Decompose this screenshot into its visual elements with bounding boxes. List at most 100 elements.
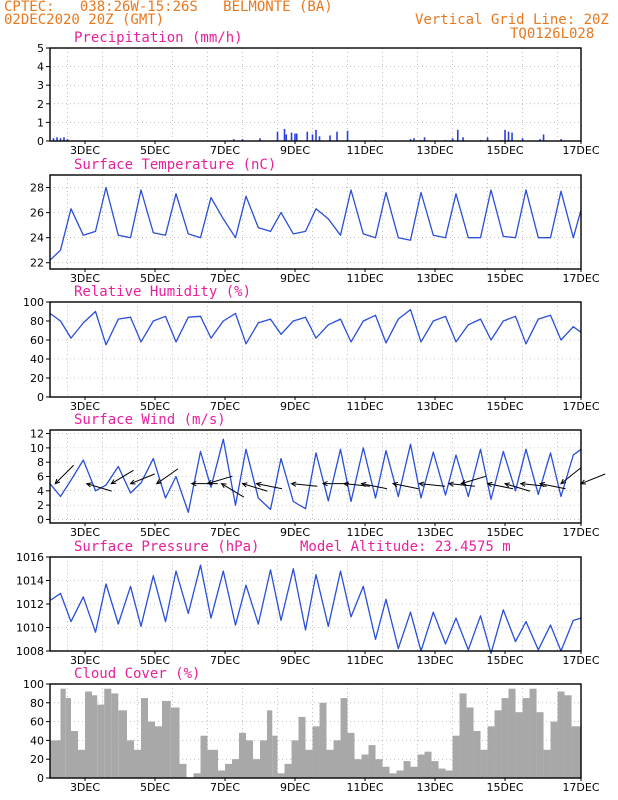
wind-arrow-head-16 [447,481,454,487]
cloud-column-31 [272,735,278,778]
panel-title: Surface Pressure (hPa) [74,539,259,555]
cloud-column-22 [207,749,219,778]
wind-arrow-7 [221,483,245,498]
data-point-11 [175,570,177,572]
panel-title: Surface Wind (m/s) [74,412,226,428]
cloud-column-40 [333,740,341,778]
data-point-35 [455,341,457,343]
data-point-1 [60,496,62,498]
data-point-32 [420,192,422,194]
data-point-29 [385,450,387,452]
header-datetime: 02DEC2020 20Z (GMT) [4,12,165,28]
x-tick-label-3: 9DEC [280,526,310,539]
data-point-30 [397,648,399,650]
wind-arrow-0 [54,464,74,485]
data-point-16 [235,504,237,506]
precip-bar-14 [306,131,309,141]
data-point-14 [210,337,212,339]
cloud-column-67 [522,698,530,778]
x-tick-label-5: 13DEC [416,526,453,539]
cloud-column-10 [118,710,128,778]
y-tick-label-3: 60 [30,716,44,729]
y-tick-label-5: 100 [23,678,44,691]
cloud-column-45 [368,745,376,778]
y-tick-label-0: 0 [37,513,44,526]
y-tick-label-0: 22 [30,257,44,270]
x-tick-label-0: 3DEC [70,654,100,667]
panel-frame [49,174,582,270]
data-point-31 [410,309,412,311]
cloud-column-36 [305,749,313,778]
x-tick-label-3: 9DEC [280,781,310,794]
wind-arrow-6 [207,475,233,485]
data-point-16 [235,237,237,239]
panel-title: Precipitation (mm/h) [74,30,243,46]
data-point-39 [502,609,504,611]
precip-bar-13 [295,133,298,141]
x-tick-label-1: 5DEC [140,781,170,794]
wind-arrow-head-1 [85,482,92,488]
cloud-column-70 [543,749,551,778]
data-point-27 [362,233,364,235]
data-point-13 [200,315,202,317]
cloud-column-49 [396,770,404,778]
y-tick-label-5: 10 [30,442,44,455]
x-tick-label-4: 11DEC [346,781,383,794]
cloud-column-25 [232,759,240,778]
wind-arrow-19 [504,483,531,492]
panel-2: 22 24 26 28 3DEC 5DEC 7DEC 9DEC 11DEC 13DEC 15DEC 1… [30,157,600,285]
data-point-4 [95,490,97,492]
data-point-24 [327,324,329,326]
cloud-column-23 [218,770,226,778]
y-tick-label-2: 40 [30,353,44,366]
data-point-18 [257,227,259,229]
header-station: CPTEC: 038:26W-15:26S BELMONTE (BA) [4,0,333,15]
precip-bar-38 [542,134,545,141]
data-point-5 [105,187,107,189]
cloud-column-41 [340,698,348,778]
data-point-38 [490,339,492,341]
data-point-19 [270,508,272,510]
cloud-column-34 [291,740,299,778]
data-point-29 [385,192,387,194]
data-point-16 [235,624,237,626]
cloud-column-54 [431,761,439,778]
wind-arrow-8 [242,483,268,492]
data-point-44 [560,496,562,498]
data-point-2 [70,479,72,481]
x-tick-label-5: 13DEC [416,654,453,667]
y-tick-label-3: 60 [30,334,44,347]
x-tick-label-1: 5DEC [140,144,170,157]
cloud-column-16 [162,700,171,778]
data-point-22 [305,316,307,318]
data-point-6 [117,623,119,625]
data-point-41 [525,621,527,623]
wind-arrow-head-4 [155,479,162,485]
precip-bar-37 [539,139,541,141]
data-point-3 [82,459,84,461]
cloud-column-47 [382,766,390,778]
wind-arrow-head-2 [110,479,117,485]
cloud-column-8 [104,688,112,778]
data-point-17 [245,343,247,345]
precip-bar-29 [462,137,464,141]
data-point-21 [292,320,294,322]
x-tick-label-0: 3DEC [70,781,100,794]
panel-frame [49,301,582,398]
data-point-17 [245,448,247,450]
wind-arrow-head-20 [519,481,526,487]
cloud-column-39 [326,749,334,778]
cloud-column-46 [375,759,383,778]
y-tick-label-4: 4 [37,61,44,74]
data-point-41 [525,189,527,191]
data-point-34 [445,494,447,496]
data-point-29 [385,598,387,600]
data-point-18 [257,322,259,324]
data-point-23 [315,452,317,454]
data-point-42 [537,493,539,495]
y-tick-label-0: 0 [37,135,44,148]
data-point-13 [200,450,202,452]
cloud-column-4 [78,749,86,778]
precip-bar-10 [285,134,288,141]
data-point-2 [70,208,72,210]
